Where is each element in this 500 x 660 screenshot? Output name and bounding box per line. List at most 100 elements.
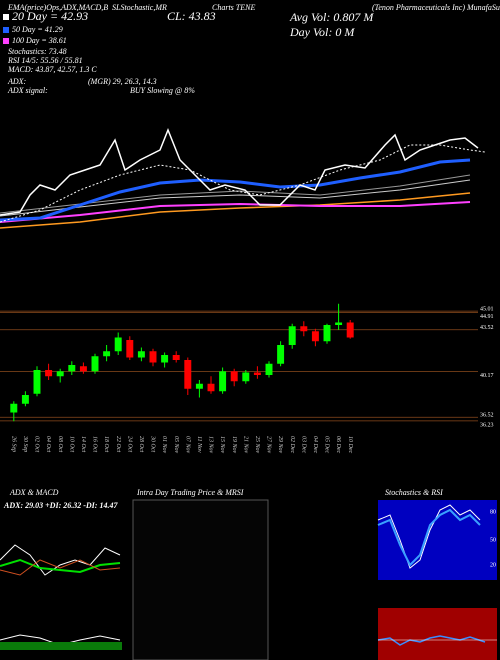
x-tick-label: 01 Nov — [161, 436, 167, 454]
y-tick-label: 43.52 — [480, 325, 494, 331]
indicators: EMA(price)Ops,ADX,MACD,B — [7, 3, 108, 12]
day-vol: Day Vol: 0 M — [289, 25, 355, 39]
ma-100 — [0, 201, 471, 223]
x-tick-label: 26 Sep — [10, 436, 16, 452]
candle-body — [114, 337, 122, 352]
macd-hist — [0, 642, 122, 650]
x-tick-label: 08 Oct — [57, 436, 63, 452]
stoch-d — [377, 508, 481, 567]
intraday-panel — [132, 499, 269, 660]
stoch-k — [377, 504, 481, 569]
candle-body — [207, 383, 215, 392]
candle-body — [126, 340, 134, 358]
stoch-panel — [378, 500, 497, 580]
candle-body — [311, 331, 319, 342]
signal: BUY Slowing @ 8% — [130, 86, 195, 95]
candle-body — [21, 395, 29, 404]
legend-swatch — [3, 14, 9, 20]
company: (Tenon Pharmaceuticals Inc) MunafaSutra.… — [372, 3, 500, 12]
x-tick-label: 03 Dec — [300, 436, 306, 453]
adx-readout: ADX: 29.03 +DI: 26.32 -DI: 14.47 — [3, 501, 118, 510]
candle-body — [33, 370, 41, 394]
panel-title: Intra Day Trading Price & MRSI — [136, 488, 244, 497]
legend-swatch — [3, 27, 9, 33]
x-tick-label: 27 Nov — [266, 436, 272, 454]
candle-body — [149, 351, 157, 363]
x-tick-label: 29 Nov — [277, 436, 283, 454]
candle-body — [79, 366, 87, 372]
y-tick-label: 36.23 — [480, 422, 494, 428]
x-tick-label: 14 Oct — [80, 436, 87, 452]
candle-body — [10, 403, 18, 413]
rsi-panel — [378, 608, 497, 660]
legend-swatch — [3, 38, 9, 44]
x-tick-label: 06 Dec — [335, 436, 341, 453]
x-tick-label: 13 Nov — [208, 436, 214, 454]
y-tick-label: 45.01 — [480, 307, 494, 313]
adx-values: (MGR) 29, 26.3, 14.3 — [88, 77, 157, 86]
panel-title: ADX & MACD — [9, 488, 59, 497]
y-tick-label: 44.91 — [480, 314, 494, 320]
stoch-tick: 20 — [490, 562, 496, 568]
candle-body — [219, 371, 227, 392]
candle-body — [335, 322, 343, 325]
candle-body — [56, 371, 64, 377]
candle-body — [300, 326, 308, 332]
header-line: Stochastics: 73.48 — [8, 47, 67, 56]
candle-body — [277, 345, 285, 364]
x-tick-label: 05 Dec — [324, 436, 330, 453]
di-minus — [0, 559, 121, 576]
di-plus — [0, 558, 121, 574]
x-tick-label: 18 Oct — [103, 436, 109, 452]
x-tick-label: 02 Oct — [34, 436, 40, 452]
ma-50 — [0, 158, 471, 222]
panel-title: Stochastics & RSI — [385, 488, 443, 497]
candle-body — [103, 351, 111, 357]
candle-body — [137, 351, 145, 358]
x-tick-label: 15 Nov — [219, 436, 225, 454]
x-tick-label: 16 Oct — [92, 436, 98, 452]
x-tick-label: 24 Oct — [126, 436, 133, 452]
x-tick-label: 25 Nov — [254, 436, 260, 454]
x-tick-label: 22 Oct — [115, 436, 121, 452]
adx-line — [0, 544, 121, 576]
candle-body — [91, 356, 99, 372]
candle-body — [288, 326, 296, 345]
x-tick-label: 11 Nov — [196, 436, 202, 453]
y-tick-label: 40.17 — [480, 373, 494, 379]
candle-body — [68, 365, 76, 372]
header-line: 20 Day = 42.93 — [12, 9, 88, 23]
candle-body — [323, 325, 331, 342]
x-tick-label: 10 Oct — [68, 436, 74, 452]
price-line — [0, 127, 479, 216]
stoch-tick: 50 — [490, 537, 496, 543]
stoch-tick: 80 — [490, 509, 496, 515]
x-tick-label: 30 Oct — [150, 435, 156, 452]
x-tick-label: 21 Nov — [242, 436, 248, 454]
x-tick-label: 04 Dec — [312, 436, 319, 453]
x-tick-label: 30 Sep — [22, 435, 28, 452]
candle-body — [195, 383, 203, 389]
x-tick-label: 02 Dec — [289, 436, 295, 453]
adx: ADX: — [7, 77, 27, 86]
candle-body — [253, 372, 261, 375]
candle-body — [45, 370, 53, 377]
close-price: CL: 43.83 — [167, 9, 216, 23]
rsi-line — [377, 635, 486, 646]
x-tick-label: 07 Nov — [184, 436, 190, 454]
y-tick-label: 36.52 — [480, 413, 494, 419]
stoch-label: SLStochastic,MR — [112, 3, 167, 12]
x-tick-label: 05 Nov — [173, 436, 179, 454]
candle-body — [172, 355, 180, 360]
header-line: MACD: 43.87, 42.57, 1.3 C — [7, 65, 97, 74]
x-tick-label: 19 Nov — [231, 436, 237, 454]
candle-body — [230, 371, 238, 382]
ma-200 — [0, 192, 471, 229]
ma-20 — [0, 144, 486, 223]
ticker: Charts TENE — [212, 3, 255, 12]
header-line: 100 Day = 38.61 — [12, 36, 67, 45]
header-line: 50 Day = 41.29 — [12, 25, 63, 34]
adx-signal: ADX signal: — [7, 86, 48, 95]
